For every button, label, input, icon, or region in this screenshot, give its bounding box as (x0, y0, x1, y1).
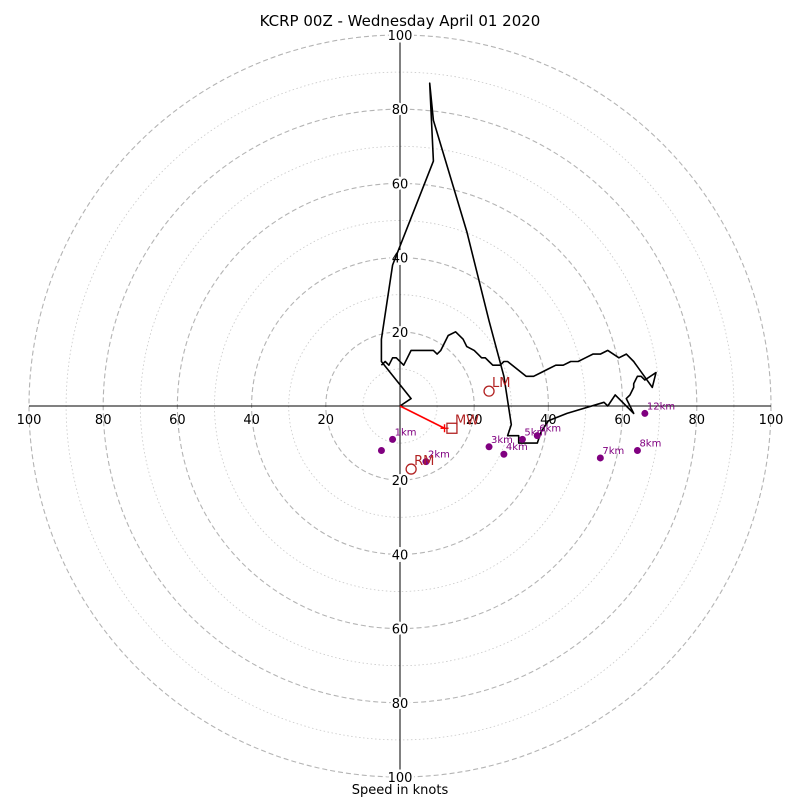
y-tick-label: 60 (392, 623, 409, 638)
height-marker-label: 2km (428, 450, 450, 461)
storm-motion-label: RM (414, 454, 434, 469)
x-tick-label: 80 (95, 413, 112, 428)
height-marker-dot (485, 443, 493, 451)
height-marker-dot (500, 450, 508, 458)
x-tick-label: 20 (318, 413, 335, 428)
storm-motion-label: LM (492, 376, 510, 391)
height-marker-label: 6km (539, 424, 561, 435)
x-tick-label: 100 (17, 413, 42, 428)
height-marker-label: 7km (602, 446, 624, 457)
x-tick-label: 60 (169, 413, 186, 428)
y-tick-label: 100 (388, 29, 413, 44)
x-tick-label: 20 (466, 413, 483, 428)
height-marker-label: 3km (491, 435, 513, 446)
height-markers: 1km2km3km4km5km6km7km8km12km (377, 401, 675, 466)
x-tick-label: 60 (614, 413, 631, 428)
height-marker-label: 8km (639, 439, 661, 450)
storm-motion-circle (405, 463, 417, 475)
height-marker-dot (641, 409, 649, 417)
storm-motion-square (446, 422, 458, 434)
height-marker-label: 1km (395, 427, 417, 438)
storm-motion-vector (399, 405, 445, 429)
hodograph-trace (380, 82, 657, 444)
y-tick-label: 60 (392, 177, 409, 192)
y-tick-label: 100 (388, 771, 413, 786)
height-marker-dot (377, 447, 385, 455)
height-marker-label: 4km (506, 442, 528, 453)
x-tick-label: 100 (759, 413, 784, 428)
height-marker-dot (596, 454, 604, 462)
height-marker-dot (633, 447, 641, 455)
height-marker-dot (533, 432, 541, 440)
y-tick-label: 80 (392, 103, 409, 118)
storm-motion-label: MW (455, 413, 479, 428)
height-marker-label: 12km (647, 401, 675, 412)
y-tick-label: 20 (392, 326, 409, 341)
x-tick-label: 80 (689, 413, 706, 428)
chart-title: KCRP 00Z - Wednesday April 01 2020 (259, 12, 541, 30)
storm-motion-circle (483, 385, 495, 397)
height-marker-dot (422, 458, 430, 466)
y-tick-label: 80 (392, 697, 409, 712)
y-tick-label: 40 (392, 548, 409, 563)
storm-motion-markers: LM RM MW (405, 376, 511, 475)
x-axis-label: Speed in knots (351, 783, 449, 798)
height-marker-dot (518, 435, 526, 443)
hodograph-trace-group (380, 82, 657, 444)
height-marker-dot (389, 435, 397, 443)
x-tick-label: 40 (243, 413, 260, 428)
y-tick-label: 20 (392, 474, 409, 489)
